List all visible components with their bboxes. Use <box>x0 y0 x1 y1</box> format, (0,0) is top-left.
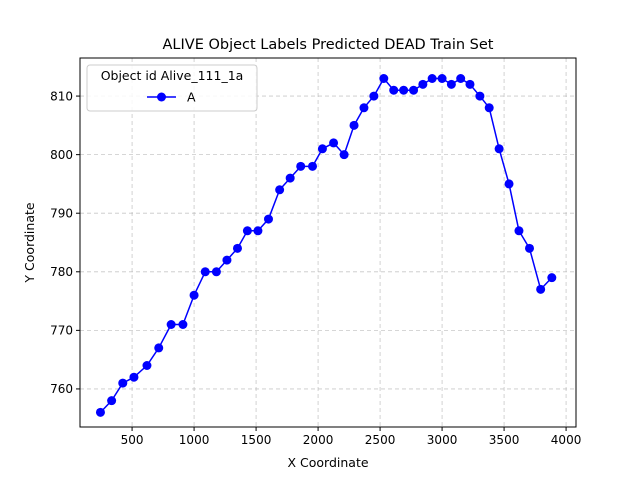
plot-area-frame <box>79 57 577 428</box>
x-tick-label: 3000 <box>427 433 458 447</box>
legend-marker-sample <box>157 92 166 102</box>
data-point <box>484 103 494 113</box>
y-tick-label: 760 <box>50 382 73 396</box>
data-point <box>232 243 242 253</box>
data-point <box>418 79 428 89</box>
data-point <box>514 226 524 236</box>
data-point <box>308 161 317 171</box>
data-point <box>200 267 210 277</box>
y-tick-label: 780 <box>50 265 73 279</box>
data-point <box>107 396 117 406</box>
data-point <box>399 85 409 95</box>
data-point <box>379 74 389 83</box>
data-point <box>547 273 557 283</box>
data-point <box>129 372 139 382</box>
x-tick-label: 2000 <box>303 433 334 447</box>
y-tick-label: 790 <box>50 206 73 220</box>
data-point <box>339 150 349 160</box>
data-point <box>349 120 359 130</box>
data-point <box>142 361 152 370</box>
data-point <box>154 343 164 353</box>
data-point <box>211 267 221 277</box>
legend-title: Object id Alive_111_1a <box>101 68 244 83</box>
y-tick-label: 800 <box>50 148 73 162</box>
data-point <box>475 91 485 101</box>
data-point <box>536 284 546 294</box>
data-point <box>437 74 447 83</box>
legend: Object id Alive_111_1a A <box>86 64 258 112</box>
data-point <box>178 320 188 329</box>
x-tick-label: 500 <box>121 433 144 447</box>
data-point <box>359 103 369 113</box>
grid <box>80 58 576 427</box>
data-point <box>189 290 199 300</box>
data-point <box>285 173 295 183</box>
legend-box <box>86 64 258 112</box>
data-point <box>166 320 176 329</box>
data-point <box>296 161 306 171</box>
x-tick-label: 1500 <box>241 433 272 447</box>
x-axis-label: X Coordinate <box>287 455 368 470</box>
data-point <box>275 185 285 195</box>
data-point <box>369 91 379 101</box>
x-tick-label: 1000 <box>179 433 210 447</box>
data-point <box>427 74 437 83</box>
data-series <box>95 74 557 417</box>
y-tick-label: 810 <box>50 89 73 103</box>
x-tick-label: 2500 <box>365 433 396 447</box>
data-point <box>494 144 504 154</box>
x-tick-label: 4000 <box>551 433 582 447</box>
data-point <box>456 74 466 83</box>
data-point <box>389 85 399 95</box>
x-tick-label: 3500 <box>489 433 520 447</box>
data-point <box>329 138 339 148</box>
data-point <box>504 179 514 189</box>
data-point <box>253 226 263 236</box>
data-point <box>525 243 534 253</box>
data-point <box>118 378 128 388</box>
axis-ticks: 500 1000 1500 2000 2500 3000 3500 4000 760 770 780… <box>50 89 581 447</box>
data-point <box>263 214 273 224</box>
data-point <box>465 79 475 89</box>
data-point <box>95 407 105 417</box>
chart-title: ALIVE Object Labels Predicted DEAD Train… <box>163 37 494 53</box>
data-point <box>317 144 327 154</box>
data-point <box>222 255 232 265</box>
data-point <box>242 226 252 236</box>
series-line <box>99 77 553 413</box>
y-axis-label: Y Coordinate <box>22 202 37 283</box>
data-point <box>446 79 456 89</box>
y-tick-label: 770 <box>50 324 73 338</box>
data-point <box>409 85 419 95</box>
legend-series-label: A <box>187 90 196 105</box>
